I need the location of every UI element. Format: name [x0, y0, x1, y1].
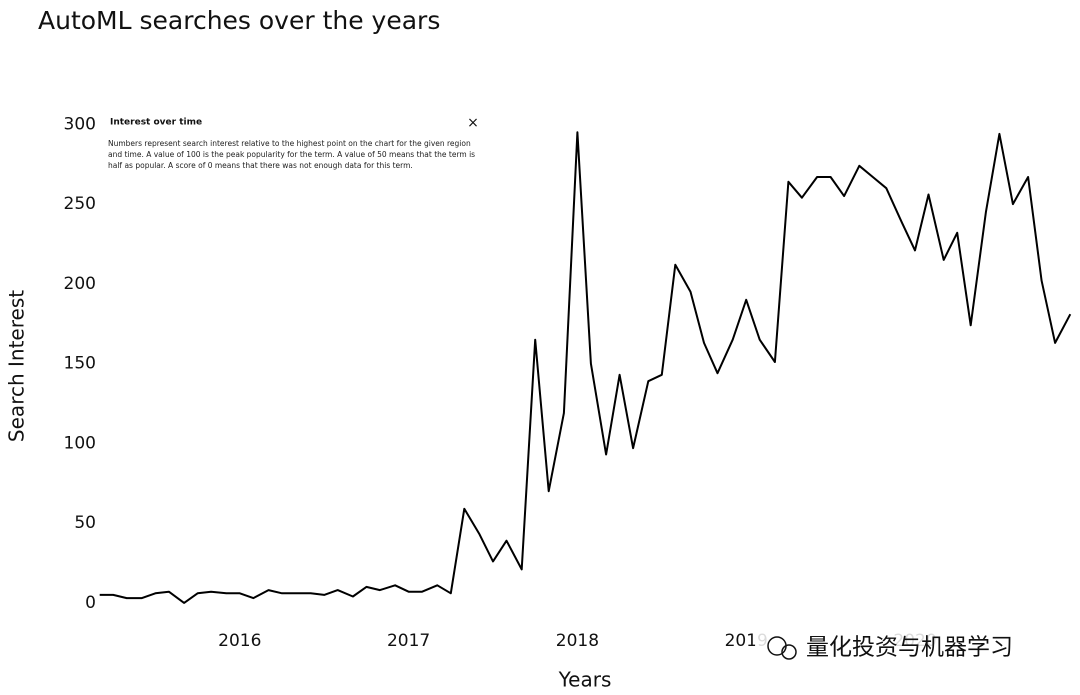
popup-close[interactable]: × — [467, 115, 479, 131]
x-tick-label: 2017 — [387, 631, 430, 651]
popup-title: Interest over time — [110, 118, 202, 128]
y-tick-label: 100 — [64, 433, 96, 453]
popup: Interest over time × Numbers represent s… — [104, 110, 486, 194]
plot-area: 05010015020025030020162017201820192020 — [64, 114, 1072, 651]
x-tick-label: 2016 — [218, 631, 261, 651]
y-axis-title: Search Interest — [5, 290, 29, 442]
watermark-text: 量化投资与机器学习 — [806, 635, 1013, 661]
y-tick-label: 150 — [64, 354, 96, 374]
x-axis-title: Years — [558, 668, 612, 692]
watermark: 量化投资与机器学习 — [755, 630, 1050, 666]
y-tick-label: 50 — [74, 513, 96, 533]
chart-title: AutoML searches over the years — [38, 6, 440, 35]
watermark-icon — [781, 644, 797, 660]
line — [99, 131, 1072, 604]
y-tick-label: 200 — [64, 274, 96, 294]
y-tick-label: 0 — [85, 593, 96, 613]
popup-text: Numbers represent search interest relati… — [108, 139, 476, 170]
watermark-bg — [755, 630, 1050, 666]
popup-box — [104, 110, 486, 194]
y-tick-label: 300 — [64, 114, 96, 134]
y-tick-label: 250 — [64, 194, 96, 214]
popup-body: Numbers represent search interest relati… — [108, 139, 476, 170]
x-tick-label: 2018 — [556, 631, 599, 651]
